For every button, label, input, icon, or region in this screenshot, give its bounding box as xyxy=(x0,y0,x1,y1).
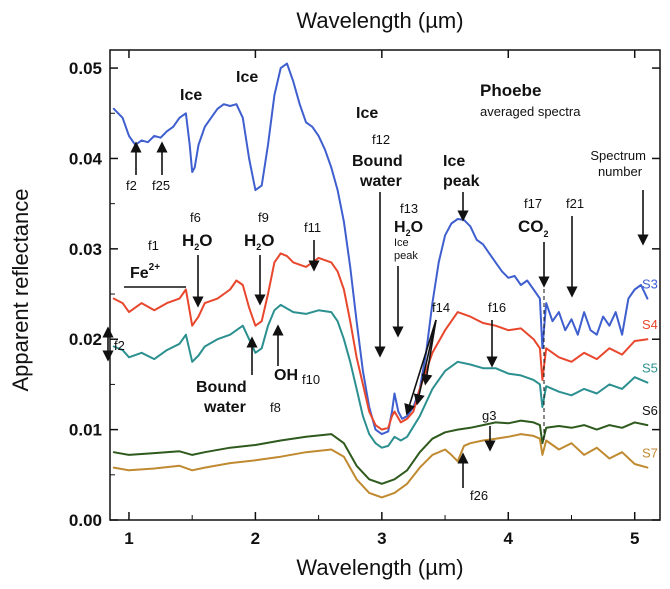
y-tick-label: 0.04 xyxy=(69,149,103,168)
label-ice-peak-2: peak xyxy=(443,173,480,190)
label-f12: f12 xyxy=(372,132,390,147)
x-tick-label: 4 xyxy=(504,529,514,548)
series-label-s3: S3 xyxy=(642,277,658,292)
label-f14: f14 xyxy=(432,300,450,315)
h2o-1-sub: 2 xyxy=(194,242,199,252)
series-line-s4 xyxy=(112,252,649,431)
y-tick-label: 0.00 xyxy=(69,511,102,530)
series-line-s6 xyxy=(112,419,649,485)
label-h2o-3: H2O xyxy=(394,219,423,238)
label-ice-peak-small-2: peak xyxy=(394,250,418,262)
co2-sub: 2 xyxy=(544,229,549,239)
label-f25: f25 xyxy=(152,178,170,193)
y-tick-label: 0.02 xyxy=(69,330,102,349)
spectrum-number-label: Spectrum number xyxy=(590,148,649,179)
h2o-2-o: O xyxy=(261,231,274,250)
y-axis-title: Apparent reflectance xyxy=(8,188,33,391)
x-tick-label: 1 xyxy=(124,529,133,548)
label-bound-water-1a: Bound xyxy=(352,153,403,170)
series-line-s7 xyxy=(112,433,649,499)
label-f10: f10 xyxy=(302,372,320,387)
y-tick-label: 0.05 xyxy=(69,59,102,78)
series-line-s3 xyxy=(112,62,649,436)
h2o-2-sub: 2 xyxy=(256,242,261,252)
label-f6: f6 xyxy=(190,210,201,225)
label-bound-water-2b: water xyxy=(203,399,246,416)
y-tick-label: 0.03 xyxy=(69,240,102,259)
h2o-3-o: O xyxy=(411,219,423,236)
plot-border xyxy=(109,49,661,521)
label-f21: f21 xyxy=(566,196,584,211)
spectrum-label-line2: number xyxy=(598,164,643,179)
series-line-s5 xyxy=(112,303,649,449)
fe2-sup: 2+ xyxy=(149,262,161,273)
label-oh: OH xyxy=(274,367,298,384)
label-f13: f13 xyxy=(400,201,418,216)
arrow-f14-a xyxy=(404,319,437,416)
y-tick-label: 0.01 xyxy=(69,421,102,440)
x-axis-title: Wavelength (µm) xyxy=(296,555,463,580)
chart-title: Phoebe xyxy=(480,81,541,100)
arrow-f14-c xyxy=(421,319,437,386)
label-bound-water-2a: Bound xyxy=(196,379,247,396)
annotation-arrows xyxy=(102,141,649,488)
spectrum-label-line1: Spectrum xyxy=(590,148,646,163)
label-f8: f8 xyxy=(270,400,281,415)
label-f2-top: f2 xyxy=(126,178,137,193)
series-label-s5: S5 xyxy=(642,361,658,376)
series-label-s6: S6 xyxy=(642,403,658,418)
chart-subtitle: averaged spectra xyxy=(480,104,581,119)
label-h2o-2: H2O xyxy=(244,231,275,252)
label-ice-2: Ice xyxy=(236,69,258,86)
x-tick-label: 3 xyxy=(377,529,386,548)
annotations: Ice Ice Ice f12 Bound water f13 H2O Ice … xyxy=(114,69,584,503)
plot-frame xyxy=(109,49,661,521)
label-ice-peak-1: Ice xyxy=(443,153,465,170)
x-tick-label: 2 xyxy=(251,529,260,548)
series-label-s7: S7 xyxy=(642,446,658,461)
label-f9: f9 xyxy=(258,210,269,225)
x-axis-title-top: Wavelength (µm) xyxy=(296,8,463,33)
label-fe2: Fe2+ xyxy=(130,262,160,282)
ticks-group: 1 2 3 4 5 0.00 0.01 0.02 0.03 0.04 0.05 xyxy=(69,50,660,548)
label-f26: f26 xyxy=(470,488,488,503)
x-tick-label: 5 xyxy=(630,529,639,548)
label-f11: f11 xyxy=(304,220,321,235)
label-co2: CO2 xyxy=(518,217,549,239)
series-label-s4: S4 xyxy=(642,317,658,332)
label-f1: f1 xyxy=(148,238,159,253)
label-ice-peak-small-1: Ice xyxy=(394,237,409,249)
series-group: S3 S4 S5 S6 S7 xyxy=(112,62,658,499)
label-g3: g3 xyxy=(482,408,496,423)
label-f16: f16 xyxy=(488,300,506,315)
label-h2o-1: H2O xyxy=(182,231,213,252)
label-f17: f17 xyxy=(524,196,542,211)
label-ice-3: Ice xyxy=(356,105,378,122)
h2o-3-sub: 2 xyxy=(406,228,411,238)
h2o-1-o: O xyxy=(199,231,212,250)
label-f2-bottom: f2 xyxy=(114,338,125,353)
label-ice-1: Ice xyxy=(180,87,202,104)
label-bound-water-1b: water xyxy=(359,173,402,190)
